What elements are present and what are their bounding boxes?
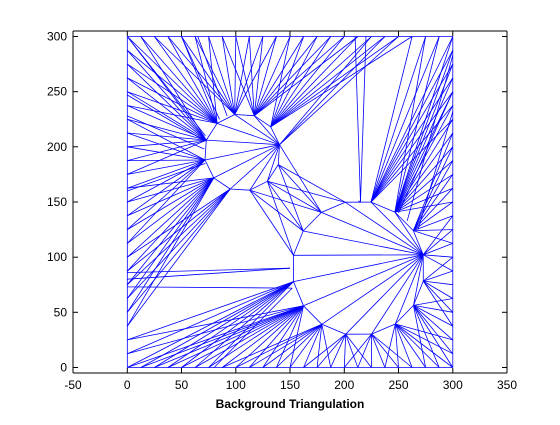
y-tick-label: 300: [47, 30, 67, 44]
y-tick-label: 50: [54, 305, 68, 319]
x-tick-label: 100: [226, 378, 246, 392]
y-tick-label: 200: [47, 140, 67, 154]
x-tick-label: 250: [388, 378, 408, 392]
y-tick-label: 0: [60, 360, 67, 374]
x-tick-label: 200: [334, 378, 354, 392]
y-tick-label: 150: [47, 195, 67, 209]
x-tick-label: 50: [175, 378, 189, 392]
y-tick-label: 250: [47, 85, 67, 99]
x-tick-label: 300: [443, 378, 463, 392]
x-tick-label: 350: [497, 378, 517, 392]
y-tick-label: 100: [47, 250, 67, 264]
x-tick-label: 150: [280, 378, 300, 392]
hole-internal-edge: [293, 255, 423, 256]
x-tick-label: 0: [124, 378, 131, 392]
x-tick-label: -50: [64, 378, 82, 392]
x-axis-label: Background Triangulation: [216, 397, 365, 411]
